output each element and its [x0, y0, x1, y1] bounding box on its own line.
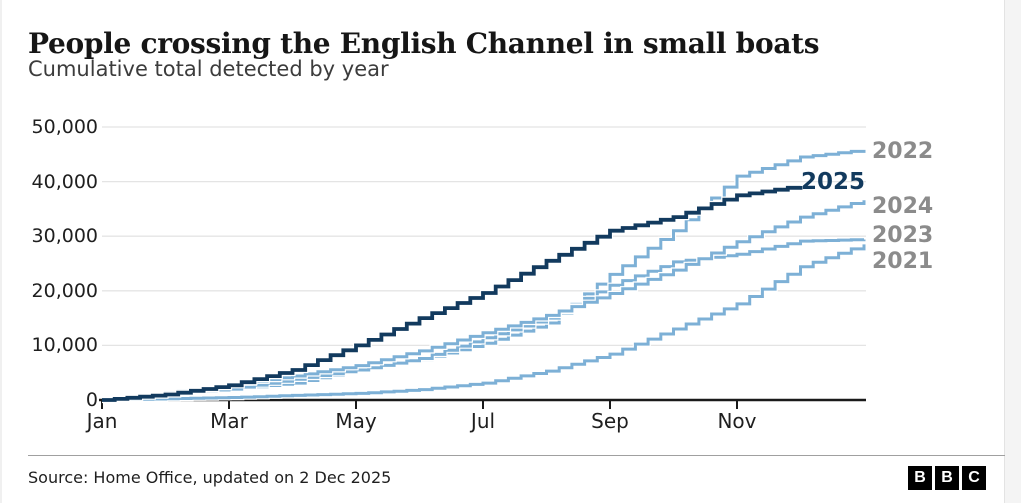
- x-tick-label-jan: Jan: [86, 409, 118, 433]
- series-label-2024: 2024: [872, 194, 934, 219]
- series-casing-2023: [102, 237, 867, 403]
- footer-divider: [28, 455, 1005, 456]
- page-title: People crossing the English Channel in s…: [28, 26, 820, 60]
- series-label-2025: 2025: [801, 169, 866, 195]
- series-line-2025: [102, 185, 803, 402]
- right-edge-panel: [1004, 0, 1021, 503]
- x-tick-label-mar: Mar: [210, 409, 248, 433]
- y-tick-label-20000: 20,000: [31, 280, 98, 302]
- series-line-2023: [102, 238, 866, 402]
- series-line-2022: [102, 149, 866, 402]
- y-tick-label-30000: 30,000: [31, 225, 98, 247]
- y-tick-label-50000: 50,000: [31, 116, 98, 138]
- x-tick-label-may: May: [335, 409, 377, 433]
- series-label-2022: 2022: [872, 139, 934, 164]
- y-tick-label-10000: 10,000: [31, 334, 98, 356]
- y-tick-label-40000: 40,000: [31, 171, 98, 193]
- series-casing-2021: [102, 244, 867, 403]
- left-edge-border: [0, 0, 2, 503]
- bbc-logo-letter: C: [962, 466, 986, 490]
- series-label-2021: 2021: [872, 249, 934, 274]
- x-tick-label-jul: Jul: [470, 409, 496, 433]
- y-tick-label-0: 0: [85, 389, 98, 411]
- series-label-2023: 2023: [872, 223, 934, 248]
- bbc-logo-letter: B: [935, 466, 959, 490]
- bbc-logo-letter: B: [908, 466, 932, 490]
- x-tick-label-nov: Nov: [717, 409, 757, 433]
- series-line-2021: [102, 244, 866, 402]
- series-casing-2022: [102, 148, 867, 403]
- x-tick-label-sep: Sep: [591, 409, 629, 433]
- chart-subtitle: Cumulative total detected by year: [28, 57, 389, 81]
- source-attribution: Source: Home Office, updated on 2 Dec 20…: [28, 468, 392, 487]
- bbc-logo: B B C: [908, 466, 986, 490]
